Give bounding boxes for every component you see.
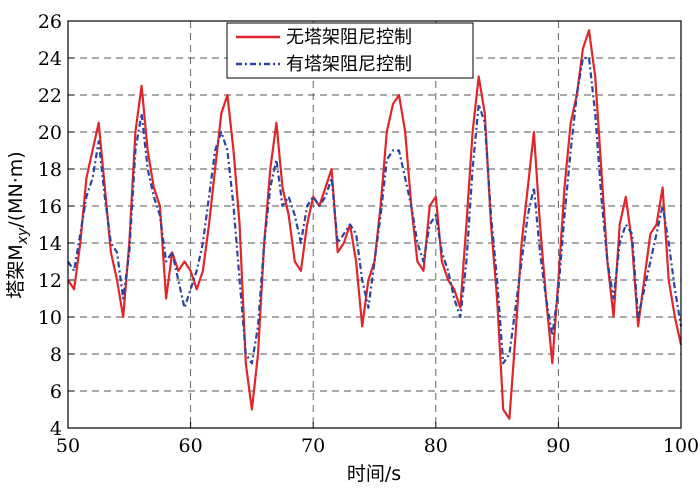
y-tick-label: 22 [38, 85, 62, 107]
series-line-1 [67, 29, 683, 420]
x-tick-label: 80 [424, 435, 448, 457]
x-tick-label: 60 [179, 435, 203, 457]
y-axis-label-subscript: xy [15, 227, 31, 245]
grid-lines [68, 21, 681, 428]
y-axis-label-unit: /(MN·m) [5, 151, 27, 227]
legend-label-series-2: 有塔架阻尼控制 [286, 54, 412, 75]
x-axis-label: 时间/s [347, 463, 401, 485]
plot-frame [67, 20, 682, 429]
series-line-2 [67, 56, 683, 365]
x-tick-label: 90 [546, 435, 570, 457]
series-lines [67, 29, 683, 420]
y-tick-label: 6 [50, 381, 62, 403]
x-tick-label: 50 [56, 435, 80, 457]
legend-label-series-1: 无塔架阻尼控制 [286, 27, 412, 48]
x-axis-ticks: 50 60 70 80 90 100 [56, 422, 699, 457]
x-tick-label: 100 [663, 435, 699, 457]
y-axis-label: 塔架Mxy/(MN·m) [5, 151, 31, 298]
y-tick-label: 14 [38, 233, 62, 255]
legend: 无塔架阻尼控制 有塔架阻尼控制 [226, 22, 474, 79]
y-axis-ticks: 4 6 8 10 12 14 16 18 20 22 24 26 [38, 11, 74, 440]
y-axis-label-main: 塔架M [5, 244, 27, 298]
y-tick-label: 4 [50, 418, 62, 440]
legend-box [226, 22, 474, 79]
y-tick-label: 24 [38, 48, 62, 70]
y-tick-label: 8 [50, 344, 62, 366]
y-tick-label: 10 [38, 307, 62, 329]
y-tick-label: 20 [38, 122, 62, 144]
y-tick-label: 26 [38, 11, 62, 33]
y-tick-label: 16 [38, 196, 62, 218]
x-tick-label: 70 [301, 435, 325, 457]
y-tick-label: 18 [38, 159, 62, 181]
y-tick-label: 12 [38, 270, 62, 292]
